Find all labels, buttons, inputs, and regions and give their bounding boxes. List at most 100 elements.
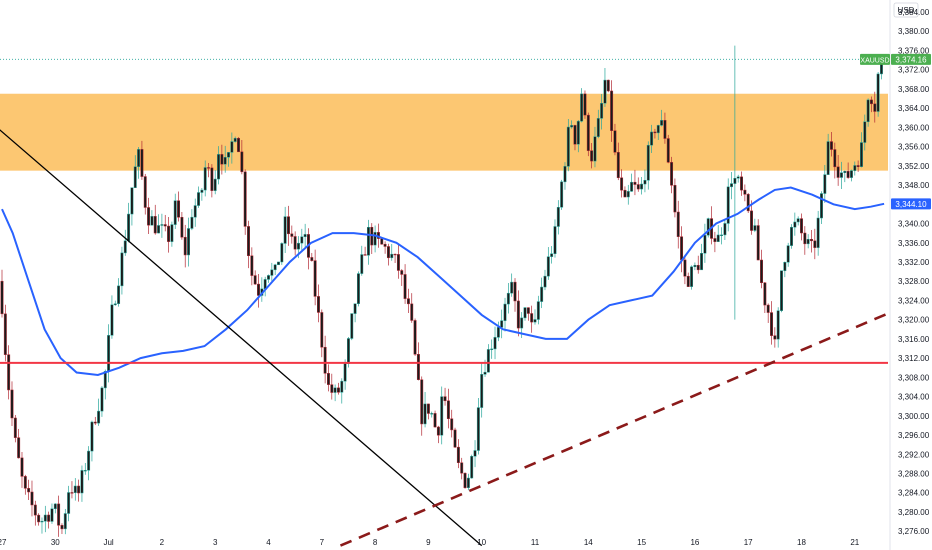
- candle-body: [706, 218, 710, 236]
- candle: [556, 200, 560, 235]
- candle-body: [436, 426, 440, 436]
- candle: [257, 274, 260, 308]
- candle: [123, 229, 127, 256]
- candle: [247, 220, 250, 269]
- candle-body: [37, 514, 41, 523]
- candle: [833, 142, 837, 179]
- candle: [187, 217, 191, 267]
- candle: [87, 446, 91, 481]
- y-axis[interactable]: USD 3,384.00 3,380.00 3,376.00 3,372.00 3,36…: [889, 0, 932, 550]
- candle-body: [723, 223, 727, 236]
- candle: [443, 387, 447, 406]
- candle-body: [720, 234, 723, 236]
- candle-body: [50, 508, 54, 522]
- candle-body: [600, 103, 604, 119]
- candle-body: [57, 503, 61, 526]
- candle-body: [463, 472, 467, 488]
- currency-box: [893, 2, 919, 18]
- candle-body: [863, 121, 867, 143]
- candle: [643, 169, 647, 193]
- candle-body: [97, 410, 101, 424]
- candle: [780, 270, 783, 313]
- candle-body: [610, 90, 614, 131]
- candle-body: [690, 266, 694, 287]
- candle: [696, 255, 700, 274]
- candle-body: [213, 178, 217, 191]
- candle-body: [420, 379, 424, 425]
- candle: [120, 246, 124, 295]
- candle-body: [736, 176, 740, 179]
- candle: [250, 247, 254, 286]
- x-tick-label: 4: [266, 538, 271, 547]
- candle: [473, 440, 477, 468]
- y-tick-label: 3,280.00: [898, 508, 930, 517]
- candle-body: [80, 470, 84, 494]
- candle-body: [703, 234, 707, 254]
- y-tick-label: 3,312.00: [898, 354, 930, 363]
- candle-body: [147, 207, 151, 226]
- candle-body: [406, 298, 410, 305]
- candle-body: [866, 99, 870, 122]
- candle: [856, 160, 860, 172]
- x-tick-label: 3: [213, 538, 218, 547]
- candle: [353, 303, 357, 323]
- candle-body: [373, 232, 377, 246]
- candle: [666, 134, 670, 164]
- candle-body: [20, 457, 24, 477]
- candle: [726, 178, 730, 232]
- candle-body: [876, 73, 880, 112]
- candle-body: [183, 236, 187, 256]
- candle-body: [526, 307, 530, 314]
- candle-body: [556, 207, 560, 227]
- candle: [406, 288, 410, 313]
- x-tick-label: Jul: [103, 538, 113, 547]
- y-tick-label: 3,288.00: [898, 469, 930, 478]
- candle: [33, 500, 37, 526]
- candle-body: [33, 504, 37, 516]
- candle: [550, 246, 554, 264]
- candle-body: [456, 446, 460, 463]
- candle: [820, 191, 823, 225]
- candle: [620, 169, 624, 198]
- candle-body: [47, 514, 51, 522]
- candle: [563, 162, 567, 190]
- candle: [793, 212, 797, 236]
- candle: [10, 381, 14, 426]
- plot-area[interactable]: [0, 45, 920, 547]
- candle: [583, 90, 587, 119]
- candle-body: [496, 327, 500, 338]
- candle-body: [300, 236, 304, 244]
- candle: [530, 305, 534, 333]
- candle: [830, 132, 833, 157]
- candle: [873, 91, 877, 123]
- candle: [736, 174, 740, 183]
- candle: [806, 234, 810, 249]
- candle: [523, 307, 527, 321]
- candle: [323, 335, 327, 384]
- candle-body: [580, 93, 584, 122]
- candle-body: [100, 387, 104, 412]
- candle-body: [486, 349, 490, 373]
- candle-body: [476, 407, 480, 451]
- candle: [110, 295, 114, 339]
- candle-body: [820, 193, 823, 219]
- candle: [790, 224, 793, 249]
- candle-body: [327, 373, 330, 385]
- candle-body: [566, 126, 570, 167]
- candle-body: [693, 264, 697, 267]
- candle-body: [140, 149, 144, 177]
- candle: [633, 169, 637, 196]
- candle: [190, 209, 194, 231]
- candle: [646, 141, 650, 190]
- candle: [396, 244, 400, 279]
- candle-body: [870, 99, 873, 105]
- candle: [863, 114, 867, 151]
- candle-body: [366, 226, 370, 256]
- candle-body: [356, 273, 360, 304]
- candle: [626, 184, 630, 205]
- candle-body: [60, 525, 64, 530]
- candle: [510, 273, 514, 297]
- candle: [456, 439, 460, 469]
- candle-body: [763, 282, 767, 306]
- candle: [100, 386, 104, 417]
